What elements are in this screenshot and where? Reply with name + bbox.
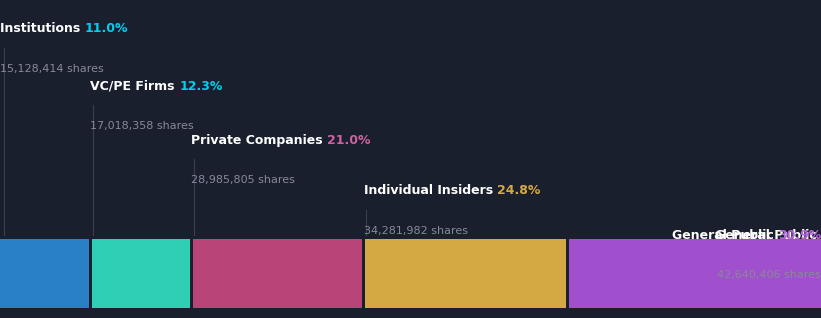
Text: 42,640,406 shares: 42,640,406 shares	[718, 270, 821, 280]
Text: 21.0%: 21.0%	[328, 134, 371, 147]
Text: 30.9%: 30.9%	[777, 229, 821, 242]
Text: 17,018,358 shares: 17,018,358 shares	[90, 121, 194, 131]
Bar	[0, 238, 89, 308]
Text: Private Companies: Private Companies	[191, 134, 328, 147]
Bar	[193, 238, 362, 308]
Text: Individual Insiders: Individual Insiders	[364, 184, 498, 197]
Text: 34,281,982 shares: 34,281,982 shares	[364, 226, 468, 236]
Bar	[92, 238, 190, 308]
Text: 28,985,805 shares: 28,985,805 shares	[191, 175, 296, 185]
Text: VC/PE Firms: VC/PE Firms	[90, 80, 179, 93]
Text: Institutions: Institutions	[0, 22, 85, 35]
Text: 12.3%: 12.3%	[179, 80, 222, 93]
Text: 15,128,414 shares: 15,128,414 shares	[0, 64, 103, 73]
Bar	[569, 238, 821, 308]
Text: General Public: General Public	[715, 229, 821, 242]
Text: 24.8%: 24.8%	[498, 184, 540, 197]
Text: General Public: General Public	[672, 229, 777, 242]
Text: 11.0%: 11.0%	[85, 22, 128, 35]
Bar	[365, 238, 566, 308]
